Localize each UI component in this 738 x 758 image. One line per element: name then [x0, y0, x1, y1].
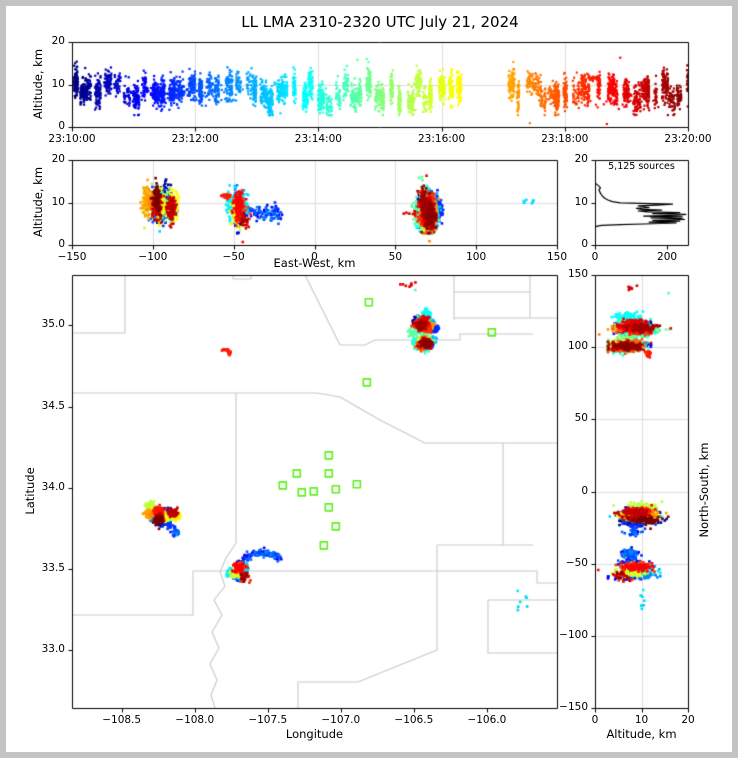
- lma-figure-window: LL LMA 2310-2320 UTC July 21, 2024 Altit…: [0, 0, 738, 758]
- scatter-plot-canvas: [0, 0, 738, 758]
